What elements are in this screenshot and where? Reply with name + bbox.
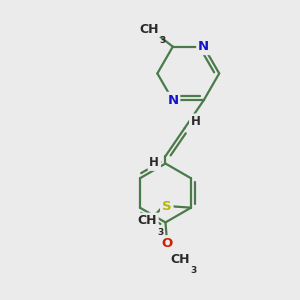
Text: H: H (149, 156, 159, 169)
Text: S: S (162, 200, 172, 213)
Text: O: O (161, 237, 172, 250)
Text: CH: CH (137, 214, 157, 227)
Text: CH: CH (140, 22, 159, 35)
Text: 3: 3 (190, 266, 196, 275)
Text: N: N (167, 94, 178, 107)
Text: 3: 3 (157, 228, 164, 237)
Text: CH: CH (170, 253, 190, 266)
Text: 3: 3 (159, 36, 166, 45)
Text: H: H (191, 115, 201, 128)
Text: N: N (198, 40, 209, 53)
